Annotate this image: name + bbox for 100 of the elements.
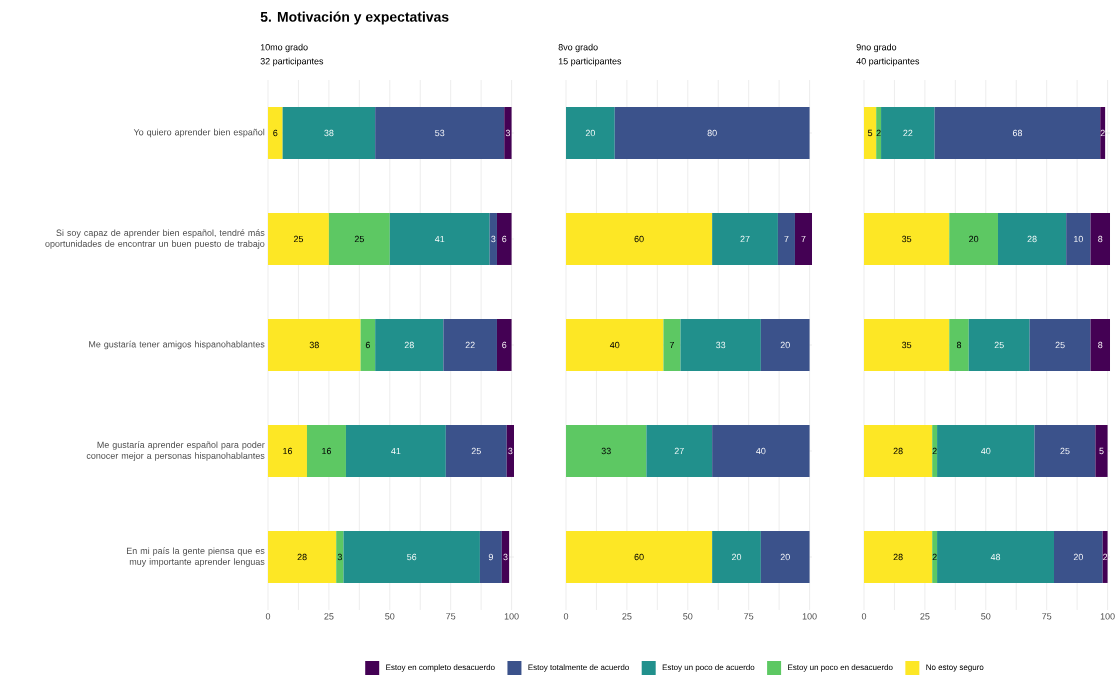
y-tick-label: Me gustaría aprender español para poder conocer mejor a personas hispanohablantes (86, 441, 265, 461)
bar (864, 213, 950, 265)
data-label: 20 (780, 553, 790, 561)
bar (566, 425, 647, 477)
bar (375, 319, 444, 371)
data-label: 25 (994, 341, 1004, 349)
bar (489, 213, 497, 265)
bar (864, 319, 950, 371)
bar (566, 213, 713, 265)
data-label: 28 (893, 553, 903, 561)
data-label: 40 (981, 447, 991, 455)
data-label: 7 (784, 235, 789, 243)
chart-title: 10mo grado (260, 43, 308, 53)
data-label: 2 (1100, 129, 1105, 137)
bar (1034, 425, 1096, 477)
data-label: 3 (505, 129, 511, 137)
bar (268, 531, 337, 583)
data-label: 25 (471, 447, 481, 455)
y-tick-label: Si soy capaz de aprender bien español, tendré más oportunidades de encontrar un buen puesto de trabajo (45, 229, 265, 249)
data-label: 16 (322, 447, 332, 455)
x-tick-label: 25 (324, 613, 334, 620)
bar (760, 319, 810, 371)
data-label: 35 (901, 341, 912, 349)
bar (389, 213, 490, 265)
bar (949, 319, 969, 371)
bar (864, 531, 933, 583)
bar (968, 319, 1030, 371)
x-tick-label: 50 (683, 613, 693, 620)
bar (496, 213, 512, 265)
data-label: 2 (1103, 553, 1108, 561)
data-label: 5 (1099, 447, 1104, 455)
bar (445, 425, 507, 477)
x-tick-label: 75 (446, 613, 456, 620)
data-label: 41 (434, 235, 445, 243)
bar (566, 319, 664, 371)
bar (268, 213, 329, 265)
bar (932, 531, 938, 583)
bar (479, 531, 502, 583)
bar (282, 107, 376, 159)
data-label: 20 (780, 341, 790, 349)
data-label: 20 (731, 553, 742, 561)
bar (268, 319, 361, 371)
bar (1100, 107, 1106, 159)
x-tick-label: 50 (981, 613, 991, 620)
bar (932, 425, 938, 477)
data-label: 28 (297, 553, 307, 561)
data-label: 7 (801, 235, 806, 243)
bar (268, 425, 307, 477)
bar (760, 531, 810, 583)
bar (712, 425, 810, 477)
data-label: 28 (404, 341, 414, 349)
data-label: 33 (601, 447, 611, 455)
data-label: 28 (893, 447, 903, 455)
data-label: 38 (324, 129, 334, 137)
text: 5. Motivación y expectativas (260, 11, 449, 25)
data-label: 40 (609, 341, 620, 349)
data-label: 33 (716, 341, 726, 349)
data-label: 48 (990, 553, 1001, 561)
data-label: 20 (585, 129, 595, 137)
bar (997, 213, 1067, 265)
data-label: 6 (273, 129, 278, 137)
bar (712, 531, 761, 583)
bar (949, 213, 998, 265)
bar (1102, 531, 1108, 583)
data-label: 80 (707, 129, 717, 137)
x-tick-label: 0 (563, 613, 569, 620)
bar (360, 319, 376, 371)
chart-title: 9no grado (856, 43, 897, 53)
x-tick-label: 100 (504, 613, 519, 620)
data-label: 9 (488, 553, 493, 561)
data-label: 25 (293, 235, 304, 243)
data-label: 3 (337, 553, 342, 561)
data-label: 10 (1074, 235, 1083, 243)
bar (1029, 319, 1091, 371)
data-label: 16 (283, 447, 293, 455)
data-label: 22 (903, 129, 913, 137)
data-label: 8 (1098, 235, 1103, 243)
y-tick-label: En mi país la gente piensa que es muy importante aprender lenguas (126, 547, 265, 567)
data-label: 22 (465, 341, 475, 349)
bar (1095, 425, 1108, 477)
data-label: 41 (391, 447, 401, 455)
data-label: 3 (491, 235, 496, 243)
bar (336, 531, 344, 583)
data-label: 60 (634, 553, 644, 561)
bar (1053, 531, 1103, 583)
bar (1090, 319, 1111, 371)
x-tick-label: 75 (744, 613, 754, 620)
bar (712, 213, 778, 265)
data-label: 2 (932, 447, 937, 455)
data-label: 28 (1027, 235, 1037, 243)
data-label: 68 (1012, 129, 1023, 137)
bar (506, 425, 515, 477)
bar (496, 319, 512, 371)
bar (881, 107, 935, 159)
data-label: 7 (669, 341, 674, 349)
x-tick-label: 25 (920, 613, 930, 620)
chart-subtitle: 32 participantes (260, 57, 324, 67)
data-label: 8 (956, 341, 962, 349)
bar (328, 213, 390, 265)
bar (1066, 213, 1091, 265)
